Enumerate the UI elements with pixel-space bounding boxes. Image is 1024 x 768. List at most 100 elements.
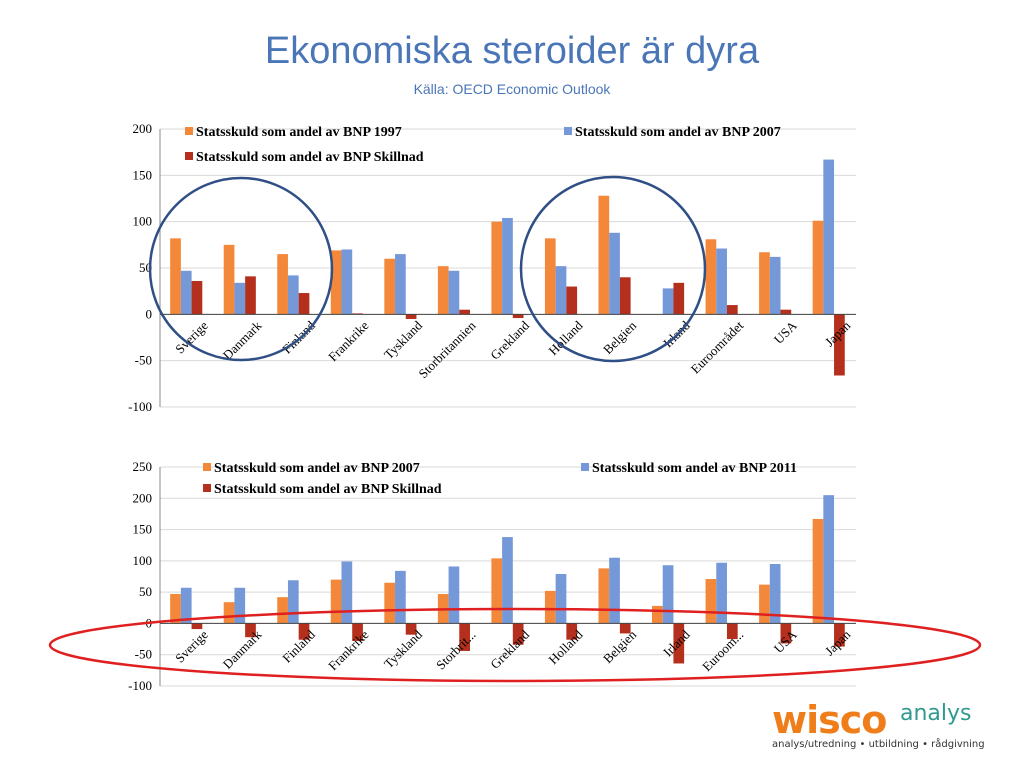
category-label: Frankrike: [325, 318, 372, 365]
legend-label: Statsskuld som andel av BNP 2007: [575, 125, 781, 140]
logo-main-text: wisco: [772, 698, 887, 742]
bar: [769, 563, 781, 624]
bar: [287, 580, 299, 624]
category-label: USA: [771, 627, 800, 656]
category-label: Sverige: [172, 318, 211, 357]
bar: [298, 293, 310, 315]
category-label: Grekland: [487, 317, 532, 362]
bar: [298, 623, 310, 640]
legend-label: Statsskuld som andel av BNP 2007: [214, 461, 420, 476]
bar: [823, 159, 835, 315]
y-tick-label: 200: [133, 490, 153, 505]
category-label: Holland: [545, 627, 586, 668]
slide-title: Ekonomiska steroider är dyra: [264, 30, 760, 72]
y-tick-label: 150: [133, 522, 153, 537]
bar: [330, 579, 342, 624]
bar: [555, 266, 567, 315]
category-label: Storbrit...: [433, 627, 479, 673]
category-label: Euroom...: [699, 627, 746, 674]
bar: [812, 518, 824, 624]
bar: [823, 495, 835, 624]
bar: [726, 623, 738, 640]
category-label: Belgien: [600, 317, 640, 357]
category-label: Grekland: [487, 627, 532, 672]
y-tick-label: -50: [135, 647, 152, 662]
category-label: Danmark: [220, 627, 265, 672]
bar: [405, 314, 417, 319]
logo-side-text: analys: [900, 701, 972, 726]
bar: [459, 623, 470, 651]
y-tick-label: 150: [133, 167, 153, 182]
bar: [448, 270, 460, 315]
bar: [609, 557, 620, 624]
category-label: Danmark: [220, 317, 265, 362]
bar: [673, 282, 685, 315]
legend-swatch: [581, 463, 589, 471]
highlight-circle-left: [148, 176, 334, 362]
bar: [502, 217, 513, 315]
bar: [716, 248, 727, 315]
bar: [341, 561, 353, 624]
bar: [662, 565, 674, 624]
bar: [512, 623, 524, 645]
y-tick-label: 250: [133, 459, 153, 474]
bar: [437, 266, 449, 315]
y-tick-label: -100: [128, 399, 152, 414]
bar: [759, 584, 770, 624]
bar: [395, 254, 406, 315]
legend-swatch: [185, 127, 193, 135]
bar: [245, 276, 256, 315]
bar: [384, 258, 396, 315]
category-label: Japan: [822, 627, 854, 659]
bar: [277, 254, 288, 315]
bar: [180, 270, 192, 315]
bar: [705, 579, 717, 624]
bar: [769, 256, 781, 315]
bar: [330, 250, 342, 315]
bar: [277, 597, 288, 624]
bar: [598, 195, 610, 315]
bar: [716, 562, 727, 624]
bar: [502, 537, 513, 624]
bar: [652, 605, 663, 624]
bar: [609, 232, 620, 315]
y-tick-label: 50: [139, 584, 152, 599]
bar: [780, 309, 792, 315]
legend-swatch: [203, 463, 211, 471]
slide-subtitle: Källa: OECD Economic Outlook: [413, 81, 611, 97]
bar: [448, 566, 460, 624]
bar: [812, 220, 824, 315]
bar: [555, 573, 567, 624]
bar: [759, 252, 770, 315]
bar: [395, 570, 406, 624]
highlight-ellipse: [48, 607, 982, 683]
wisco-logo: wisco analys analys/utredning • utbildni…: [772, 698, 985, 756]
bar: [705, 239, 717, 315]
legend-label: Statsskuld som andel av BNP Skillnad: [196, 150, 424, 165]
category-label: Tyskland: [381, 627, 426, 672]
category-label: Frankrike: [325, 627, 372, 674]
legend-label: Statsskuld som andel av BNP 1997: [196, 125, 402, 140]
category-label: Euroområdet: [688, 318, 747, 377]
bar: [834, 314, 845, 376]
bar: [234, 282, 246, 315]
y-tick-label: 50: [139, 260, 152, 275]
y-tick-label: 0: [146, 306, 153, 321]
bar: [352, 623, 363, 641]
bar: [566, 286, 578, 315]
bar: [619, 277, 631, 315]
bar: [245, 623, 256, 638]
bar: [619, 623, 631, 634]
bar: [662, 288, 674, 315]
bar: [673, 623, 685, 664]
bar: [191, 280, 203, 315]
bar: [491, 221, 503, 315]
category-label: Storbritannien: [415, 318, 479, 382]
legend-label: Statsskuld som andel av BNP 2011: [592, 461, 797, 476]
bar: [726, 305, 738, 315]
bar: [459, 309, 470, 315]
legend-swatch: [564, 127, 572, 135]
bar: [512, 314, 524, 319]
